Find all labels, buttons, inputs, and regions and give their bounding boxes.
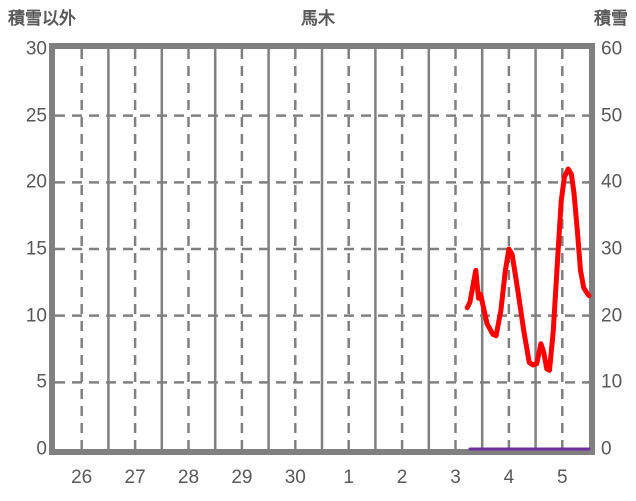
right-axis-title: 積雪 (594, 9, 628, 28)
right-tick-label: 0 (601, 438, 612, 460)
left-tick-label: 25 (25, 105, 47, 127)
x-tick-label: 26 (71, 467, 93, 488)
left-tick-label: 10 (25, 305, 47, 327)
x-tick-label: 27 (124, 467, 146, 488)
right-tick-label: 40 (601, 171, 623, 193)
left-tick-label: 0 (36, 438, 47, 460)
left-tick-label: 5 (36, 371, 47, 393)
x-tick-label: 29 (231, 467, 253, 488)
right-tick-label: 30 (601, 238, 623, 260)
plot-border (49, 43, 595, 455)
right-tick-label: 20 (601, 305, 623, 327)
right-tick-label: 10 (601, 371, 623, 393)
right-tick-label: 60 (601, 38, 623, 60)
x-tick-label: 1 (343, 467, 354, 488)
left-axis-title: 積雪以外 (8, 9, 76, 28)
x-tick-label: 2 (396, 467, 408, 488)
x-tick-label: 5 (557, 467, 568, 488)
left-tick-label: 15 (25, 238, 47, 260)
chart-title: 馬木 (301, 9, 335, 28)
x-tick-label: 4 (503, 467, 515, 488)
x-tick-label: 30 (284, 467, 306, 488)
x-tick-label: 28 (177, 467, 200, 488)
x-tick-label: 3 (450, 467, 461, 488)
left-tick-label: 30 (25, 38, 47, 60)
left-tick-label: 20 (25, 171, 47, 193)
right-tick-label: 50 (601, 105, 623, 127)
